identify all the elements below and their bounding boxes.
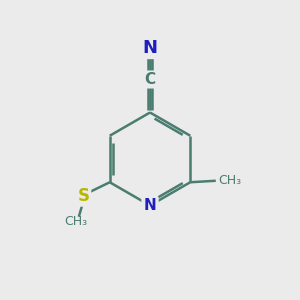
Text: CH₃: CH₃: [64, 215, 87, 228]
Text: CH₃: CH₃: [218, 174, 241, 187]
Text: S: S: [77, 187, 89, 205]
Text: C: C: [144, 72, 156, 87]
Text: N: N: [144, 198, 156, 213]
Text: N: N: [142, 39, 158, 57]
